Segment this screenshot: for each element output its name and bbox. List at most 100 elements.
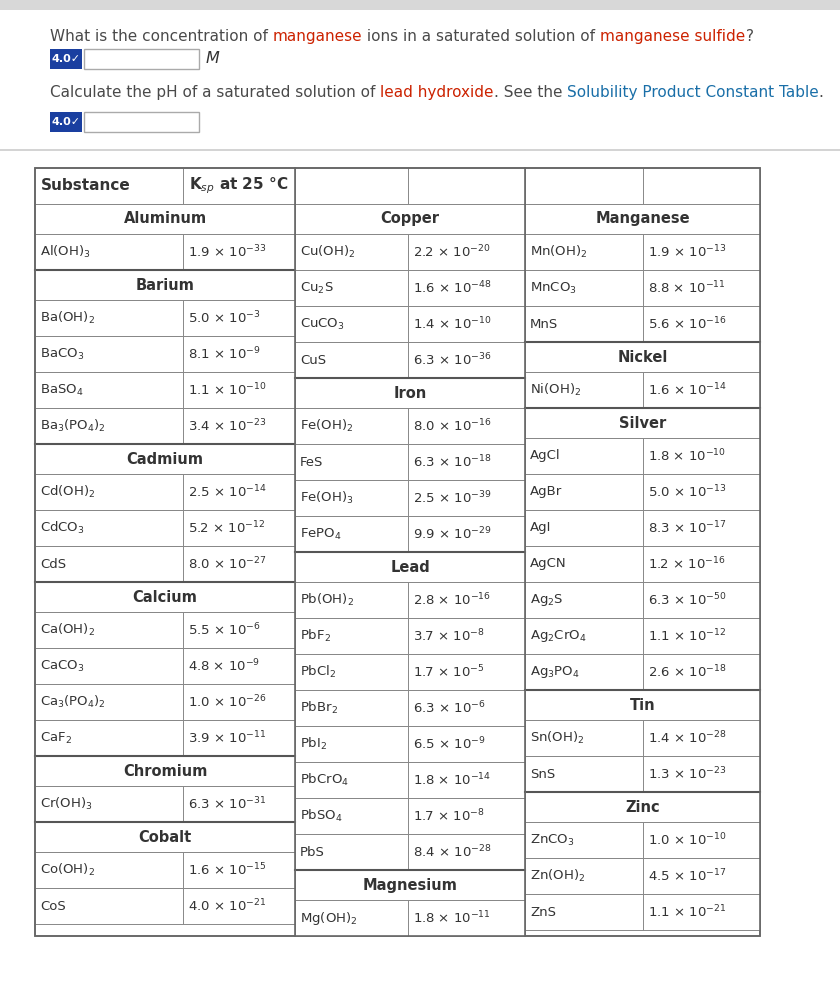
Text: Ca$_3$(PO$_4$)$_2$: Ca$_3$(PO$_4$)$_2$ <box>40 694 106 710</box>
Text: CaCO$_3$: CaCO$_3$ <box>40 658 84 674</box>
Bar <box>525 474 760 510</box>
Text: 8.0 × 10$^{-27}$: 8.0 × 10$^{-27}$ <box>188 555 266 572</box>
Text: 1.2 × 10$^{-16}$: 1.2 × 10$^{-16}$ <box>648 555 726 572</box>
Text: PbCl$_2$: PbCl$_2$ <box>300 664 336 680</box>
Bar <box>35 546 295 582</box>
Text: . See the: . See the <box>494 86 567 101</box>
Bar <box>35 648 295 684</box>
Text: Silver: Silver <box>619 416 666 431</box>
Bar <box>35 510 295 546</box>
Text: Zinc: Zinc <box>625 799 659 814</box>
Bar <box>525 306 760 342</box>
Text: Cadmium: Cadmium <box>127 452 203 466</box>
Text: 1.9 × 10$^{-13}$: 1.9 × 10$^{-13}$ <box>648 244 727 260</box>
Text: CdCO$_3$: CdCO$_3$ <box>40 520 85 536</box>
Text: Calcium: Calcium <box>133 590 197 605</box>
Bar <box>35 234 295 270</box>
Text: Tin: Tin <box>630 698 655 712</box>
Text: Cr(OH)$_3$: Cr(OH)$_3$ <box>40 796 92 812</box>
Text: 6.5 × 10$^{-9}$: 6.5 × 10$^{-9}$ <box>413 736 486 752</box>
Bar <box>525 510 760 546</box>
Text: 2.8 × 10$^{-16}$: 2.8 × 10$^{-16}$ <box>413 592 491 609</box>
Bar <box>525 756 760 792</box>
Text: 1.6 × 10$^{-15}$: 1.6 × 10$^{-15}$ <box>188 862 266 878</box>
Bar <box>35 168 760 936</box>
Bar <box>295 582 525 618</box>
Text: 4.8 × 10$^{-9}$: 4.8 × 10$^{-9}$ <box>188 658 260 674</box>
Bar <box>525 372 760 408</box>
Text: Cu$_2$S: Cu$_2$S <box>300 281 333 295</box>
Text: Pb(OH)$_2$: Pb(OH)$_2$ <box>300 592 354 608</box>
Bar <box>525 654 760 690</box>
Text: MnS: MnS <box>530 317 559 331</box>
Bar <box>295 234 525 270</box>
Text: 8.8 × 10$^{-11}$: 8.8 × 10$^{-11}$ <box>648 280 726 296</box>
Text: Al(OH)$_3$: Al(OH)$_3$ <box>40 244 91 260</box>
Bar <box>525 582 760 618</box>
Bar <box>295 480 525 516</box>
Bar <box>295 870 525 900</box>
Text: CoS: CoS <box>40 899 66 913</box>
Text: SnS: SnS <box>530 768 555 781</box>
Text: MnCO$_3$: MnCO$_3$ <box>530 281 577 295</box>
Text: 1.8 × 10$^{-11}$: 1.8 × 10$^{-11}$ <box>413 910 491 927</box>
Text: Lead: Lead <box>390 559 430 574</box>
Text: 1.7 × 10$^{-8}$: 1.7 × 10$^{-8}$ <box>413 808 485 824</box>
Text: Ag$_3$PO$_4$: Ag$_3$PO$_4$ <box>530 664 580 680</box>
Text: 1.0 × 10$^{-10}$: 1.0 × 10$^{-10}$ <box>648 832 727 849</box>
Bar <box>35 168 760 936</box>
Text: Cd(OH)$_2$: Cd(OH)$_2$ <box>40 484 96 500</box>
Text: ZnS: ZnS <box>530 905 556 919</box>
Bar <box>0 0 840 10</box>
Text: 8.3 × 10$^{-17}$: 8.3 × 10$^{-17}$ <box>648 520 727 536</box>
Text: 2.5 × 10$^{-39}$: 2.5 × 10$^{-39}$ <box>413 490 491 506</box>
Text: 5.6 × 10$^{-16}$: 5.6 × 10$^{-16}$ <box>648 316 727 332</box>
Text: AgCN: AgCN <box>530 557 567 570</box>
Text: Ni(OH)$_2$: Ni(OH)$_2$ <box>530 382 581 398</box>
Text: PbBr$_2$: PbBr$_2$ <box>300 700 338 716</box>
Text: 3.7 × 10$^{-8}$: 3.7 × 10$^{-8}$ <box>413 627 485 644</box>
Bar <box>525 546 760 582</box>
Text: Ag$_2$CrO$_4$: Ag$_2$CrO$_4$ <box>530 628 586 644</box>
Text: Ba(OH)$_2$: Ba(OH)$_2$ <box>40 310 95 326</box>
Text: Nickel: Nickel <box>617 350 668 365</box>
Bar <box>35 168 295 204</box>
Text: AgI: AgI <box>530 522 551 535</box>
Text: Zn(OH)$_2$: Zn(OH)$_2$ <box>530 867 585 884</box>
Text: manganese sulfide: manganese sulfide <box>601 30 746 44</box>
Text: PbS: PbS <box>300 846 325 859</box>
Text: PbCrO$_4$: PbCrO$_4$ <box>300 772 349 788</box>
Text: 5.2 × 10$^{-12}$: 5.2 × 10$^{-12}$ <box>188 520 265 536</box>
Text: 6.3 × 10$^{-31}$: 6.3 × 10$^{-31}$ <box>188 795 266 812</box>
Bar <box>35 270 295 300</box>
Text: CuS: CuS <box>300 354 326 367</box>
Bar <box>35 444 295 474</box>
Bar <box>295 900 525 936</box>
Text: 1.4 × 10$^{-10}$: 1.4 × 10$^{-10}$ <box>413 316 491 332</box>
Text: Ca(OH)$_2$: Ca(OH)$_2$ <box>40 622 95 638</box>
Text: PbI$_2$: PbI$_2$ <box>300 736 328 752</box>
Bar <box>295 270 525 306</box>
Text: BaSO$_4$: BaSO$_4$ <box>40 382 83 397</box>
Text: Substance: Substance <box>41 179 131 194</box>
Text: 6.3 × 10$^{-36}$: 6.3 × 10$^{-36}$ <box>413 352 491 369</box>
Text: Solubility Product Constant Table: Solubility Product Constant Table <box>567 86 819 101</box>
Text: 1.6 × 10$^{-48}$: 1.6 × 10$^{-48}$ <box>413 280 491 296</box>
Text: Chromium: Chromium <box>123 764 207 779</box>
Text: 4.0✓: 4.0✓ <box>51 54 81 64</box>
Text: 2.2 × 10$^{-20}$: 2.2 × 10$^{-20}$ <box>413 244 491 260</box>
Text: 8.4 × 10$^{-28}$: 8.4 × 10$^{-28}$ <box>413 844 491 861</box>
Text: Cobalt: Cobalt <box>139 830 192 845</box>
Text: Fe(OH)$_2$: Fe(OH)$_2$ <box>300 418 354 434</box>
Text: 5.0 × 10$^{-3}$: 5.0 × 10$^{-3}$ <box>188 309 260 326</box>
Text: 4.0✓: 4.0✓ <box>51 117 81 127</box>
Text: AgBr: AgBr <box>530 485 562 499</box>
Bar <box>35 336 295 372</box>
Bar <box>295 168 525 204</box>
Text: 2.6 × 10$^{-18}$: 2.6 × 10$^{-18}$ <box>648 664 727 681</box>
Text: 1.0 × 10$^{-26}$: 1.0 × 10$^{-26}$ <box>188 694 266 710</box>
Bar <box>35 786 295 822</box>
Bar <box>295 798 525 834</box>
Text: Sn(OH)$_2$: Sn(OH)$_2$ <box>530 730 585 746</box>
Text: 1.1 × 10$^{-21}$: 1.1 × 10$^{-21}$ <box>648 904 727 920</box>
